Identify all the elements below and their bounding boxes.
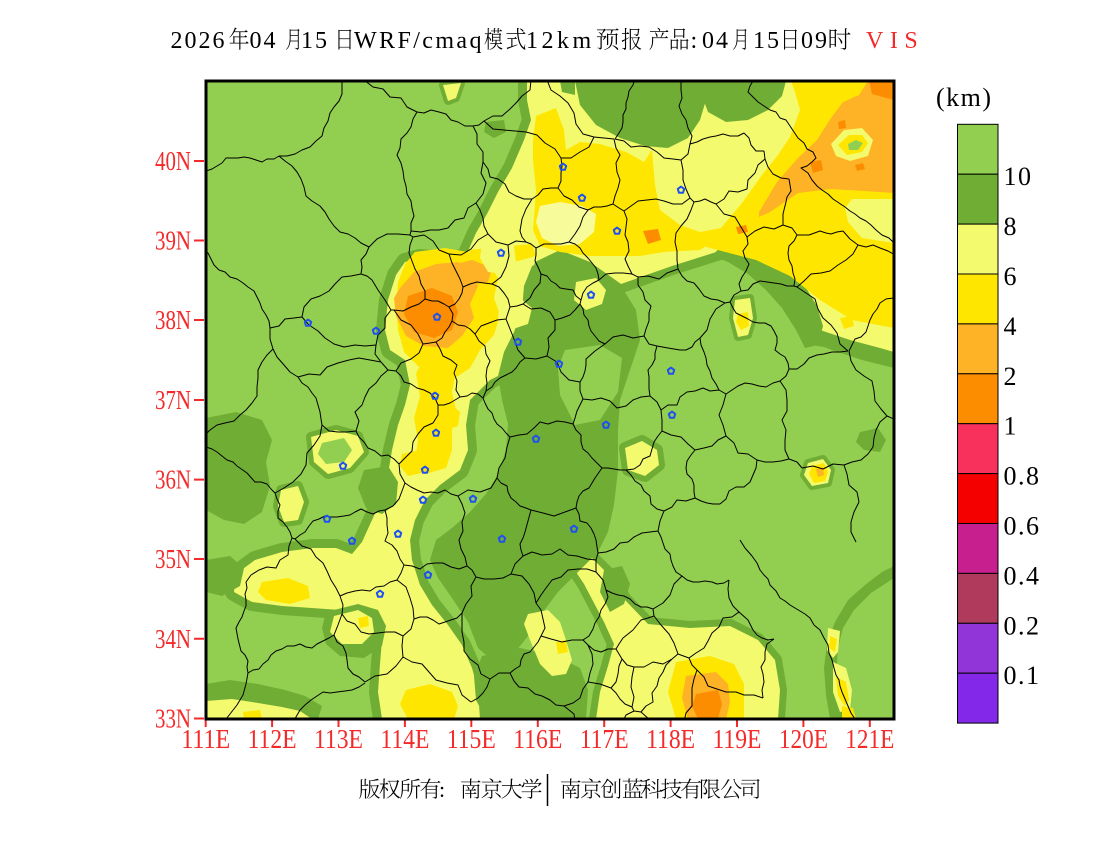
svg-text:12km: 12km: [526, 28, 595, 54]
svg-text::: :: [439, 777, 445, 802]
svg-text:04: 04: [702, 28, 730, 54]
svg-text:39N: 39N: [155, 226, 191, 256]
svg-text:111E: 111E: [181, 724, 230, 754]
svg-text:2: 2: [1004, 362, 1019, 391]
svg-text:WRF/cmaq: WRF/cmaq: [354, 28, 484, 54]
svg-text:8: 8: [1004, 212, 1019, 241]
svg-text:115E: 115E: [447, 724, 496, 754]
svg-text::: :: [691, 28, 700, 54]
svg-text:2026: 2026: [171, 28, 227, 54]
svg-text:34N: 34N: [155, 624, 191, 654]
svg-text:36N: 36N: [155, 465, 191, 495]
svg-text:112E: 112E: [248, 724, 297, 754]
svg-text:6: 6: [1004, 262, 1019, 291]
svg-text:4: 4: [1004, 312, 1019, 341]
svg-text:119E: 119E: [713, 724, 762, 754]
svg-text:38N: 38N: [155, 305, 191, 335]
svg-text:33N: 33N: [155, 704, 191, 734]
svg-text:1: 1: [1004, 412, 1019, 441]
svg-text:40N: 40N: [155, 146, 191, 176]
svg-text:121E: 121E: [845, 724, 894, 754]
svg-text:35N: 35N: [155, 544, 191, 574]
svg-text:10: 10: [1004, 162, 1033, 191]
svg-text:15: 15: [301, 28, 329, 54]
svg-text:37N: 37N: [155, 385, 191, 415]
svg-text:116E: 116E: [513, 724, 562, 754]
svg-text:0.2: 0.2: [1004, 611, 1041, 640]
svg-text:120E: 120E: [779, 724, 828, 754]
svg-text:VIS: VIS: [866, 28, 924, 54]
svg-text:(km): (km): [936, 83, 993, 112]
svg-text:04: 04: [250, 28, 278, 54]
svg-text:15: 15: [753, 28, 781, 54]
svg-text:118E: 118E: [646, 724, 695, 754]
svg-text:09: 09: [801, 28, 829, 54]
svg-text:0.4: 0.4: [1004, 561, 1041, 590]
svg-text:114E: 114E: [380, 724, 429, 754]
svg-text:117E: 117E: [580, 724, 629, 754]
svg-text:0.8: 0.8: [1004, 462, 1041, 491]
svg-text:0.1: 0.1: [1004, 661, 1041, 690]
svg-text:113E: 113E: [314, 724, 363, 754]
svg-text:0.6: 0.6: [1004, 512, 1041, 541]
